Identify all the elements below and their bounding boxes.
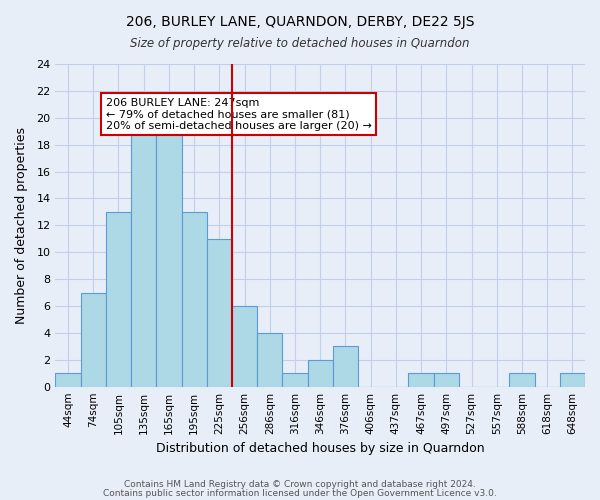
Bar <box>509 373 535 386</box>
Bar <box>157 131 182 386</box>
Text: Contains public sector information licensed under the Open Government Licence v3: Contains public sector information licen… <box>103 488 497 498</box>
Bar <box>283 373 308 386</box>
Bar <box>106 212 131 386</box>
Y-axis label: Number of detached properties: Number of detached properties <box>15 127 28 324</box>
Bar <box>308 360 333 386</box>
Bar <box>182 212 207 386</box>
Text: Contains HM Land Registry data © Crown copyright and database right 2024.: Contains HM Land Registry data © Crown c… <box>124 480 476 489</box>
Text: Size of property relative to detached houses in Quarndon: Size of property relative to detached ho… <box>130 38 470 51</box>
Bar <box>207 239 232 386</box>
Text: 206, BURLEY LANE, QUARNDON, DERBY, DE22 5JS: 206, BURLEY LANE, QUARNDON, DERBY, DE22 … <box>126 15 474 29</box>
Bar <box>409 373 434 386</box>
Bar <box>232 306 257 386</box>
Bar <box>131 118 157 386</box>
Bar <box>55 373 80 386</box>
Bar <box>333 346 358 387</box>
Text: 206 BURLEY LANE: 247sqm
← 79% of detached houses are smaller (81)
20% of semi-de: 206 BURLEY LANE: 247sqm ← 79% of detache… <box>106 98 372 131</box>
Bar <box>560 373 585 386</box>
Bar <box>434 373 459 386</box>
X-axis label: Distribution of detached houses by size in Quarndon: Distribution of detached houses by size … <box>156 442 485 455</box>
Bar <box>80 292 106 386</box>
Bar <box>257 333 283 386</box>
